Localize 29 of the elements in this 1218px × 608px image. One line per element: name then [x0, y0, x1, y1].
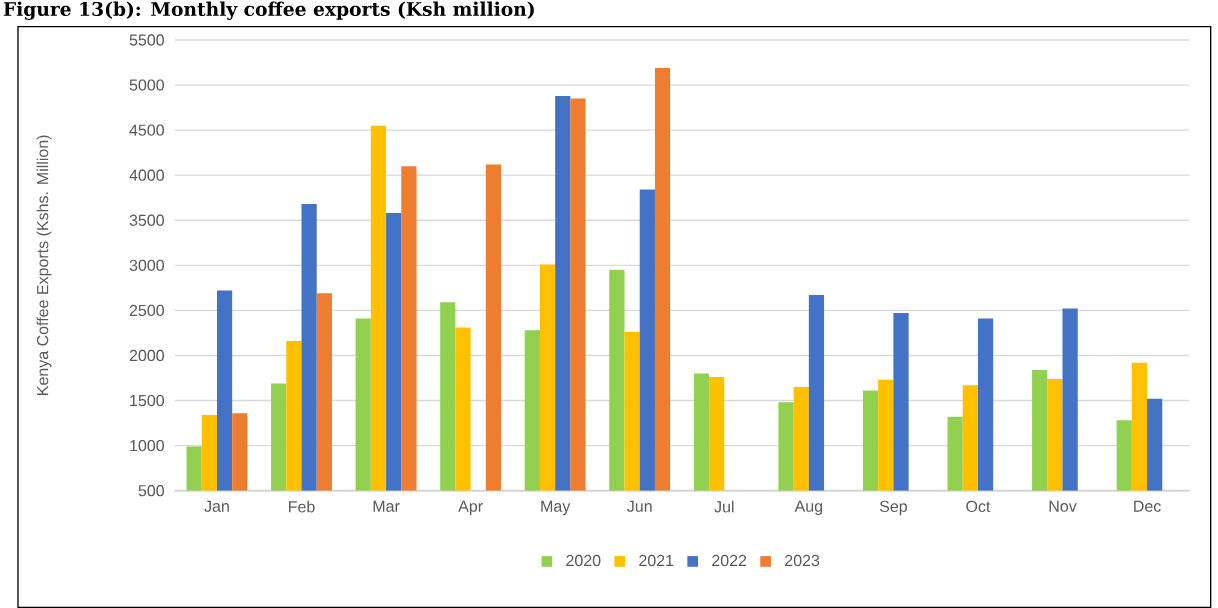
- y-tick-label: 2500: [129, 304, 164, 317]
- y-tick-label: 4000: [129, 169, 164, 181]
- x-tick-label: Sep: [879, 500, 907, 516]
- y-tick-label: 500: [138, 485, 164, 497]
- x-tick-label: Dec: [1134, 500, 1161, 512]
- x-tick-label: Aug: [794, 500, 823, 516]
- y-tick-label: 2000: [129, 349, 164, 362]
- chart-title: Figure 13(b): Monthly coffee exports (Ksh million): [3, 1, 534, 20]
- legend-label: 2023: [785, 554, 820, 567]
- legend-label: 2022: [712, 554, 747, 567]
- x-tick-label: May: [541, 500, 571, 516]
- x-tick-label: Nov: [1049, 500, 1077, 512]
- x-tick-label: Jan: [204, 500, 229, 512]
- y-tick-label: 3500: [129, 214, 164, 226]
- y-tick-label: 5000: [129, 79, 164, 91]
- y-tick-label: 1500: [130, 394, 164, 407]
- legend-label: 2021: [639, 554, 674, 567]
- y-tick-label: 5500: [129, 34, 164, 46]
- legend-label: 2020: [566, 554, 601, 567]
- y-tick-label: 4500: [129, 124, 164, 136]
- x-tick-label: Oct: [966, 500, 991, 513]
- x-tick-label: Mar: [373, 500, 400, 512]
- y-axis-title: Kenya Coffee Exports (Kshs. Million): [36, 135, 52, 395]
- x-tick-label: Apr: [458, 500, 483, 516]
- x-tick-label: Jul: [714, 500, 734, 513]
- y-tick-label: 3000: [129, 259, 164, 271]
- x-tick-label: Jun: [627, 500, 652, 512]
- x-tick-label: Feb: [289, 500, 315, 513]
- y-tick-label: 1000: [130, 439, 164, 452]
